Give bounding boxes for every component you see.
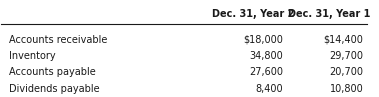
Text: 34,800: 34,800 [249, 51, 283, 61]
Text: Dividends payable: Dividends payable [9, 84, 99, 94]
Text: 27,600: 27,600 [249, 67, 283, 77]
Text: Dec. 31, Year 1: Dec. 31, Year 1 [288, 9, 370, 19]
Text: 29,700: 29,700 [330, 51, 363, 61]
Text: Accounts receivable: Accounts receivable [9, 35, 107, 45]
Text: 20,700: 20,700 [330, 67, 363, 77]
Text: Dec. 31, Year 2: Dec. 31, Year 2 [212, 9, 294, 19]
Text: Accounts payable: Accounts payable [9, 67, 96, 77]
Text: 8,400: 8,400 [255, 84, 283, 94]
Text: $18,000: $18,000 [243, 35, 283, 45]
Text: $14,400: $14,400 [324, 35, 363, 45]
Text: 10,800: 10,800 [330, 84, 363, 94]
Text: Inventory: Inventory [9, 51, 55, 61]
